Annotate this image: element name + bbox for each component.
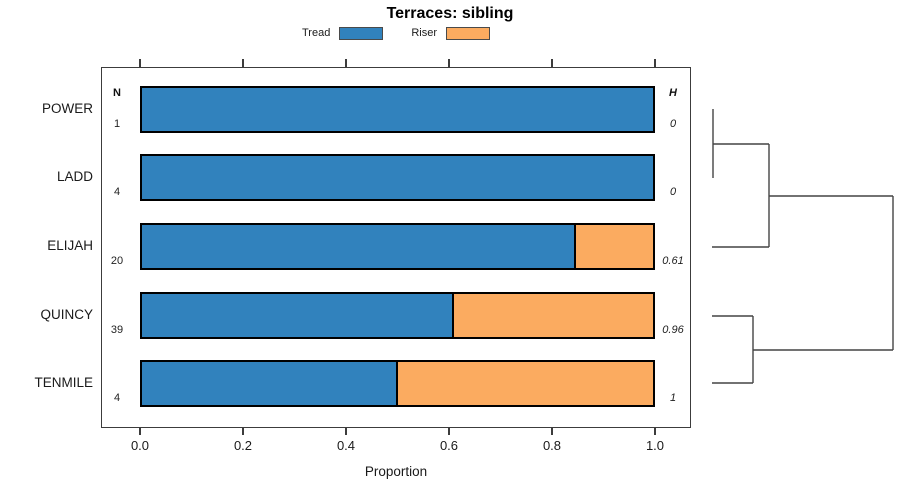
x-tick-top: [242, 59, 244, 67]
n-value: 1: [113, 118, 121, 130]
bar-row: [140, 223, 655, 270]
bar-row: [140, 154, 655, 201]
x-tick-top: [551, 59, 553, 67]
category-label: LADD: [56, 169, 93, 184]
bar-row: [140, 360, 655, 407]
n-column-header: N: [113, 87, 121, 99]
h-value: 0: [669, 118, 677, 130]
legend-label: Tread: [302, 27, 331, 39]
x-tick-bottom: [242, 427, 244, 435]
x-tick-bottom: [448, 427, 450, 435]
h-value: 0: [669, 186, 677, 198]
category-label: QUINCY: [40, 307, 93, 322]
n-value: 39: [110, 324, 124, 336]
x-tick-bottom: [551, 427, 553, 435]
h-value: 0.96: [662, 324, 684, 336]
category-label: ELIJAH: [47, 238, 93, 253]
x-tick-label: 0.4: [336, 438, 356, 453]
n-value: 4: [113, 186, 121, 198]
category-label: TENMILE: [34, 375, 93, 390]
bar-segment-riser: [453, 294, 653, 337]
n-value: 20: [110, 255, 124, 267]
legend-item: Riser: [411, 26, 490, 40]
h-column-header: H: [669, 87, 677, 99]
h-value: 0.61: [662, 255, 684, 267]
legend: Tread Riser: [101, 25, 691, 41]
bar-segment-tread: [142, 88, 653, 131]
legend-label: Riser: [411, 27, 437, 39]
x-tick-bottom: [654, 427, 656, 435]
bar-segment-riser: [397, 362, 653, 405]
x-tick-label: 0.0: [130, 438, 150, 453]
legend-swatch: [446, 26, 490, 40]
bar-segment-riser: [576, 225, 653, 268]
x-tick-top: [345, 59, 347, 67]
h-value: 1: [669, 392, 677, 404]
x-tick-bottom: [345, 427, 347, 435]
x-tick-bottom: [139, 427, 141, 435]
x-tick-label: 0.2: [233, 438, 253, 453]
bar-segment-tread: [142, 362, 398, 405]
x-tick-label: 0.8: [542, 438, 562, 453]
x-tick-top: [448, 59, 450, 67]
x-axis-label: Proportion: [364, 464, 428, 479]
x-tick-label: 1.0: [645, 438, 665, 453]
bar-row: [140, 292, 655, 339]
category-label: POWER: [41, 101, 93, 116]
chart-title: Terraces: sibling: [386, 5, 514, 22]
x-tick-label: 0.6: [439, 438, 459, 453]
legend-swatch: [339, 26, 384, 40]
bar-segment-tread: [142, 225, 577, 268]
x-tick-top: [654, 59, 656, 67]
bar-row: [140, 86, 655, 133]
bar-segment-tread: [142, 156, 653, 199]
x-tick-top: [139, 59, 141, 67]
legend-item: Tread: [302, 26, 384, 40]
n-value: 4: [113, 392, 121, 404]
bar-segment-tread: [142, 294, 454, 337]
plot-area: [101, 67, 691, 428]
